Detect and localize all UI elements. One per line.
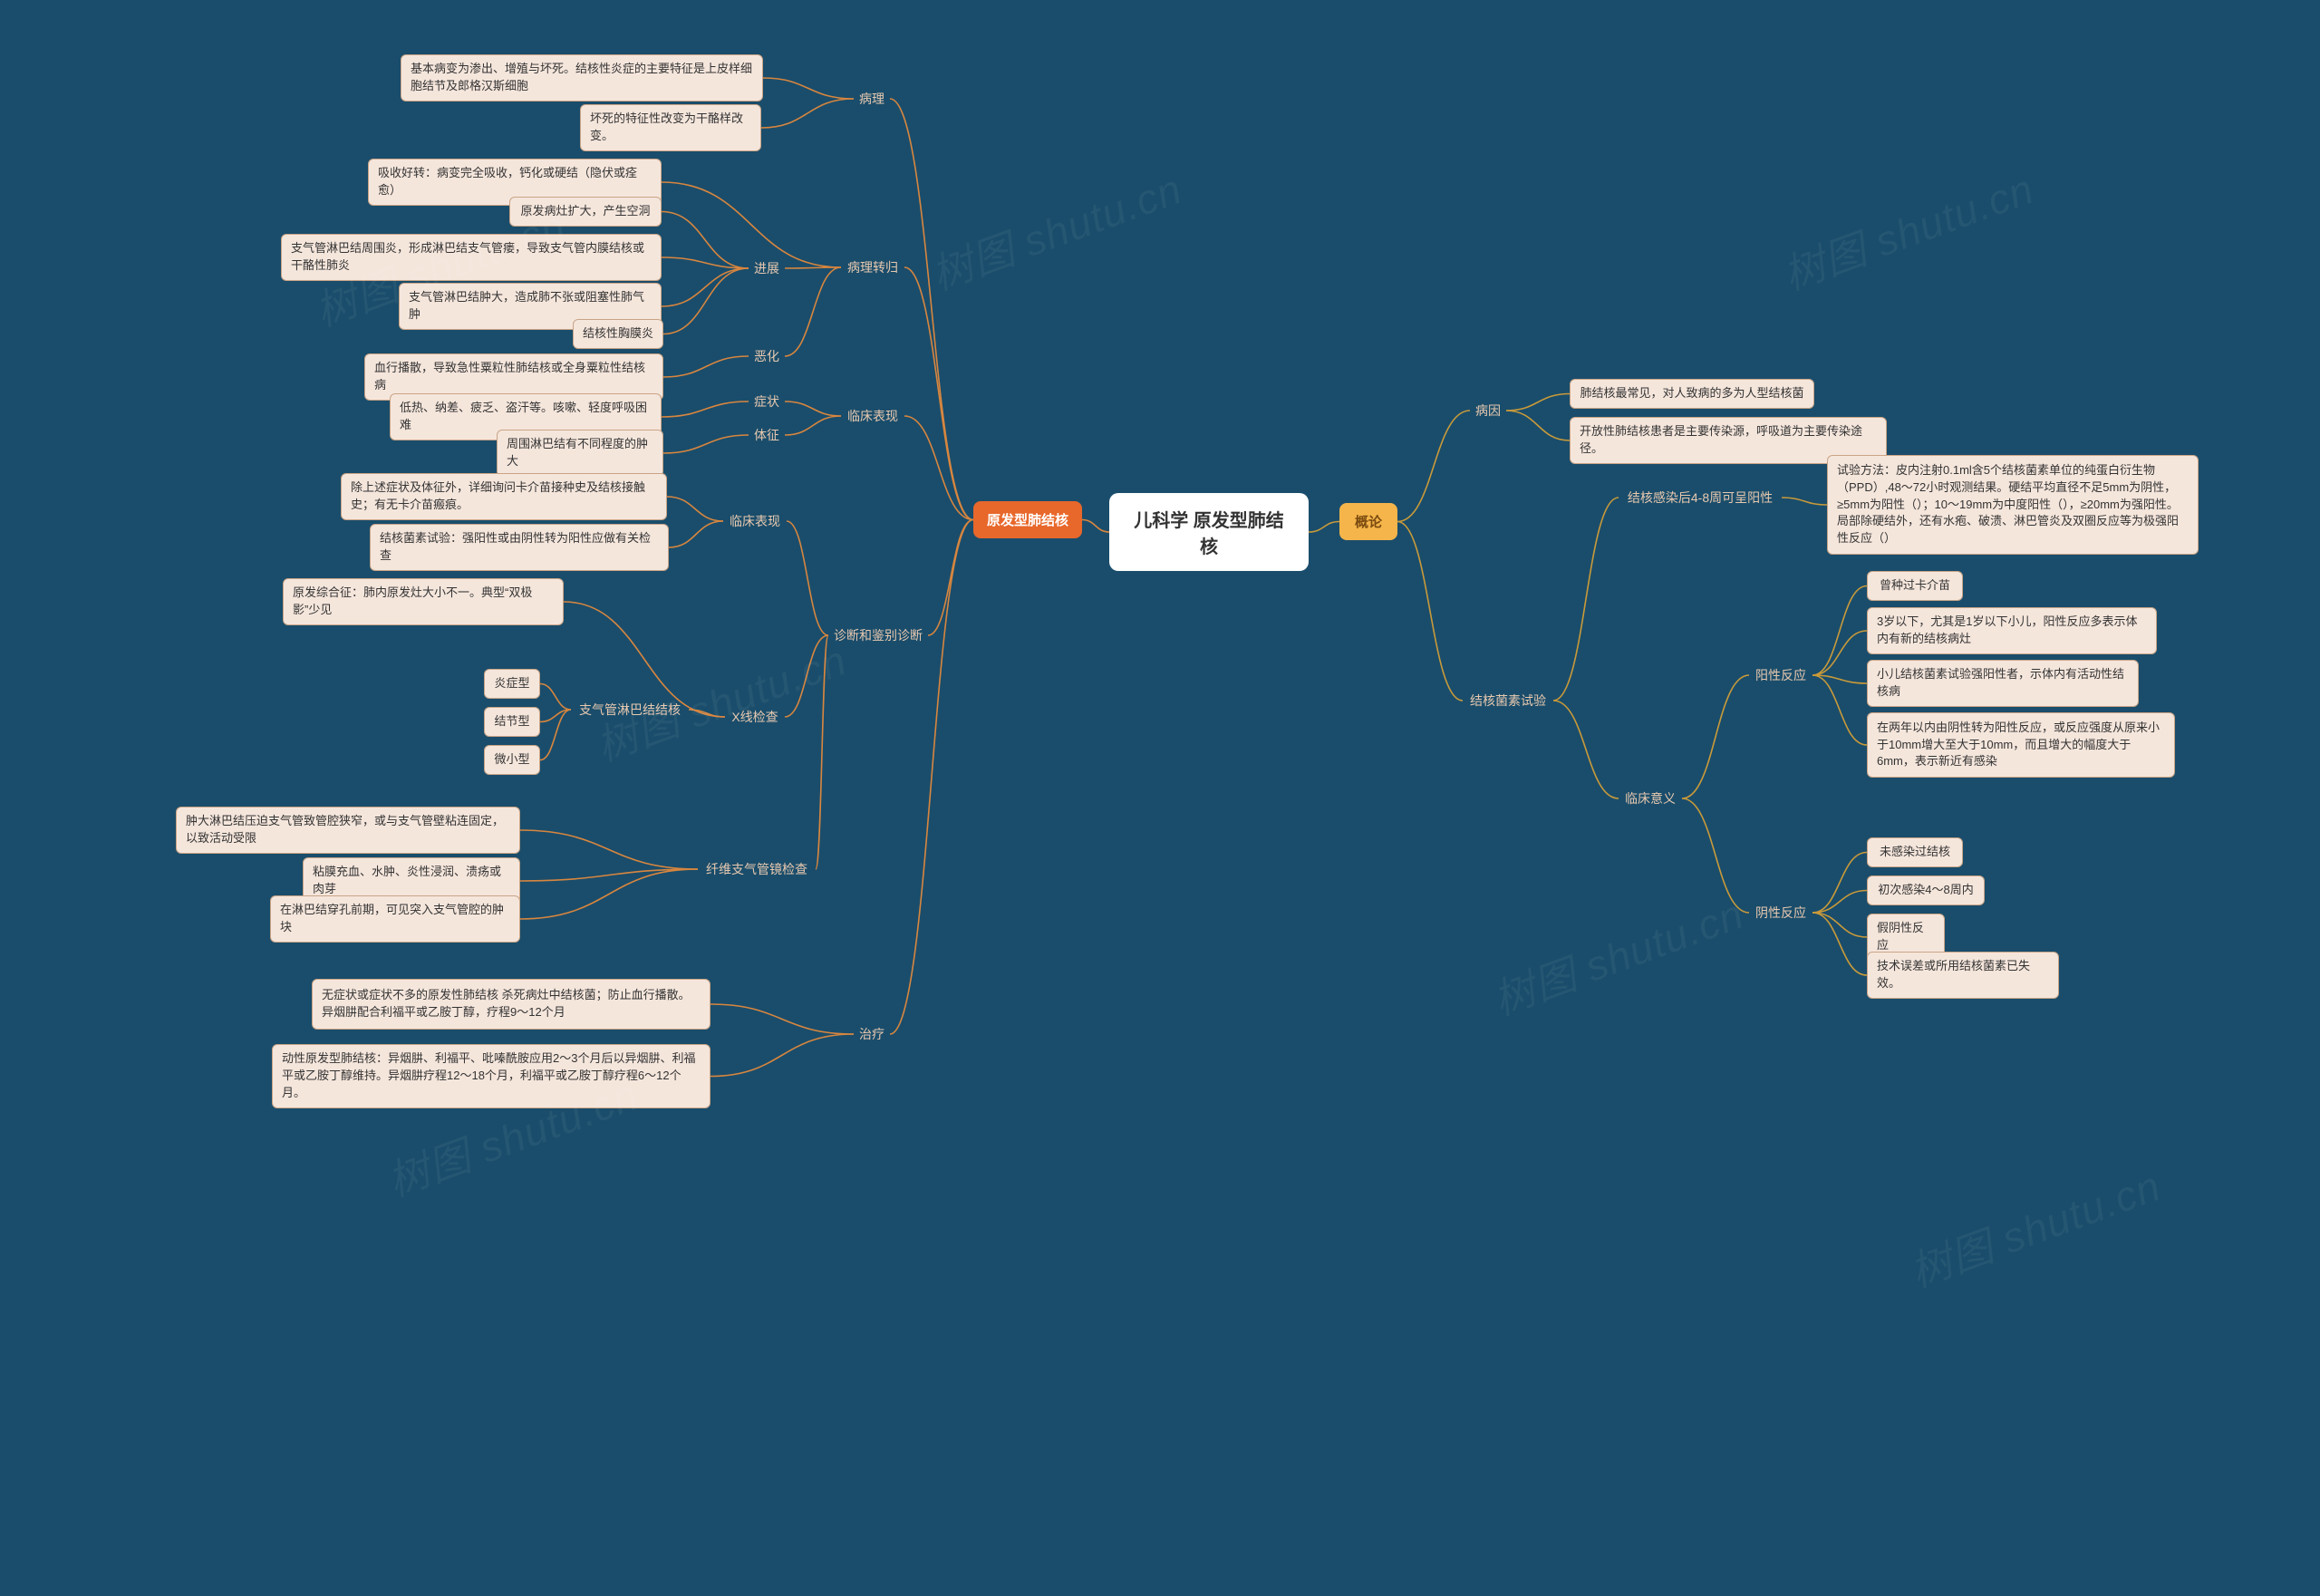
leaf-node: 在淋巴结穿孔前期，可见突入支气管腔的肿块 [270, 895, 520, 943]
R2b2: 阴性反应 [1749, 903, 1812, 923]
leaf-node: 微小型 [484, 745, 540, 775]
L2: 病理转归 [841, 257, 904, 277]
root: 儿科学 原发型肺结核 [1109, 493, 1309, 571]
leaf-node: 肿大淋巴结压迫支气管致管腔狭窄，或与支气管壁粘连固定，以致活动受限 [176, 807, 520, 854]
leaf-node: 小儿结核菌素试验强阳性者，示体内有活动性结核病 [1867, 660, 2139, 707]
leaf-node: 周围淋巴结有不同程度的肿大 [497, 430, 663, 477]
leaf-node: 3岁以下，尤其是1岁以下小儿，阳性反应多表示体内有新的结核病灶 [1867, 607, 2157, 654]
leaf-node: 原发综合征：肺内原发灶大小不一。典型“双极影”少见 [283, 578, 564, 625]
L4: 诊断和鉴别诊断 [828, 625, 928, 645]
L3: 临床表现 [841, 406, 904, 426]
R2a: 结核感染后4-8周可呈阳性 [1619, 488, 1782, 508]
L2a: 进展 [749, 258, 785, 278]
R2b: 临床意义 [1619, 788, 1682, 808]
L3a: 症状 [749, 392, 785, 411]
leaf-node: 结核性胸膜炎 [573, 319, 663, 349]
mainL: 原发型肺结核 [973, 501, 1082, 538]
R2: 结核菌素试验 [1463, 691, 1553, 711]
leaf-node: 初次感染4～8周内 [1867, 875, 1985, 905]
leaf-node: 技术误差或所用结核菌素已失效。 [1867, 952, 2059, 999]
R2b1: 阳性反应 [1749, 665, 1812, 685]
leaf-node: 未感染过结核 [1867, 837, 1963, 867]
L2b: 恶化 [749, 346, 785, 366]
mainR: 概论 [1339, 503, 1397, 540]
leaf-node: 结核菌素试验：强阳性或由阴性转为阳性应做有关检查 [370, 524, 669, 571]
L3b: 体征 [749, 425, 785, 445]
L1: 病理 [854, 89, 890, 109]
leaf-node: 曾种过卡介苗 [1867, 571, 1963, 601]
leaf-node: 结节型 [484, 707, 540, 737]
R1: 病因 [1470, 401, 1506, 421]
leaf-node: 炎症型 [484, 669, 540, 699]
L4c: 纤维支气管镜检查 [698, 859, 816, 879]
leaf-node: 试验方法：皮内注射0.1ml含5个结核菌素单位的纯蛋白衍生物（PPD）,48～7… [1827, 455, 2199, 555]
leaf-node: 无症状或症状不多的原发性肺结核 杀死病灶中结核菌；防止血行播散。异烟肼配合利福平… [312, 979, 710, 1030]
leaf-node: 肺结核最常见，对人致病的多为人型结核菌 [1570, 379, 1814, 409]
leaf-node: 坏死的特征性改变为干酪样改变。 [580, 104, 761, 151]
L4a: 临床表现 [723, 511, 787, 531]
leaf-node: 除上述症状及体征外，详细询问卡介苗接种史及结核接触史；有无卡介苗瘢痕。 [341, 473, 667, 520]
leaf-node: 动性原发型肺结核：异烟肼、利福平、吡嗪酰胺应用2～3个月后以异烟肼、利福平或乙胺… [272, 1044, 710, 1108]
leaf-node: 基本病变为渗出、增殖与坏死。结核性炎症的主要特征是上皮样细胞结节及郎格汉斯细胞 [401, 54, 763, 102]
L5: 治疗 [854, 1024, 890, 1044]
leaf-node: 在两年以内由阴性转为阳性反应，或反应强度从原来小于10mm增大至大于10mm，而… [1867, 712, 2175, 778]
